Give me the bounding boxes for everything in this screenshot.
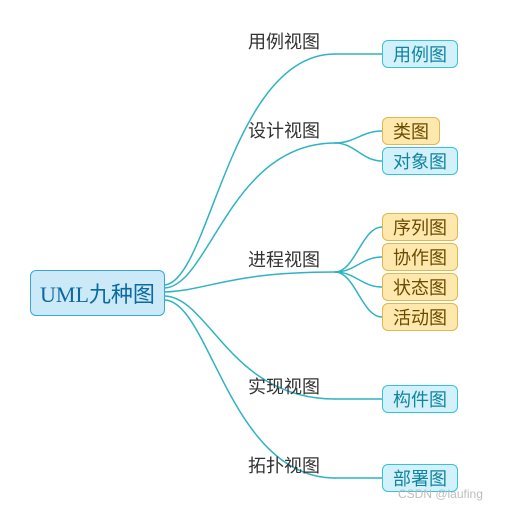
branch-label-b3: 进程视图 bbox=[248, 246, 320, 272]
mindmap-canvas: { "type": "mindmap", "canvas": { "width"… bbox=[0, 0, 527, 513]
leaf-node-l1: 用例图 bbox=[382, 40, 458, 68]
root-node-root: UML九种图 bbox=[30, 270, 165, 316]
leaf-node-l8: 构件图 bbox=[382, 385, 458, 413]
leaf-node-l3: 对象图 bbox=[382, 147, 458, 175]
branch-label-b1: 用例视图 bbox=[248, 28, 320, 54]
leaf-node-l4: 序列图 bbox=[382, 213, 458, 241]
leaf-node-l5: 协作图 bbox=[382, 243, 458, 271]
branch-label-b4: 实现视图 bbox=[248, 373, 320, 399]
leaf-node-l6: 状态图 bbox=[382, 273, 458, 301]
leaf-node-l7: 活动图 bbox=[382, 303, 458, 331]
branch-label-b5: 拓扑视图 bbox=[248, 452, 320, 478]
leaf-node-l2: 类图 bbox=[382, 117, 440, 145]
branch-label-b2: 设计视图 bbox=[248, 117, 320, 143]
watermark: CSDN @laufing bbox=[398, 487, 483, 501]
